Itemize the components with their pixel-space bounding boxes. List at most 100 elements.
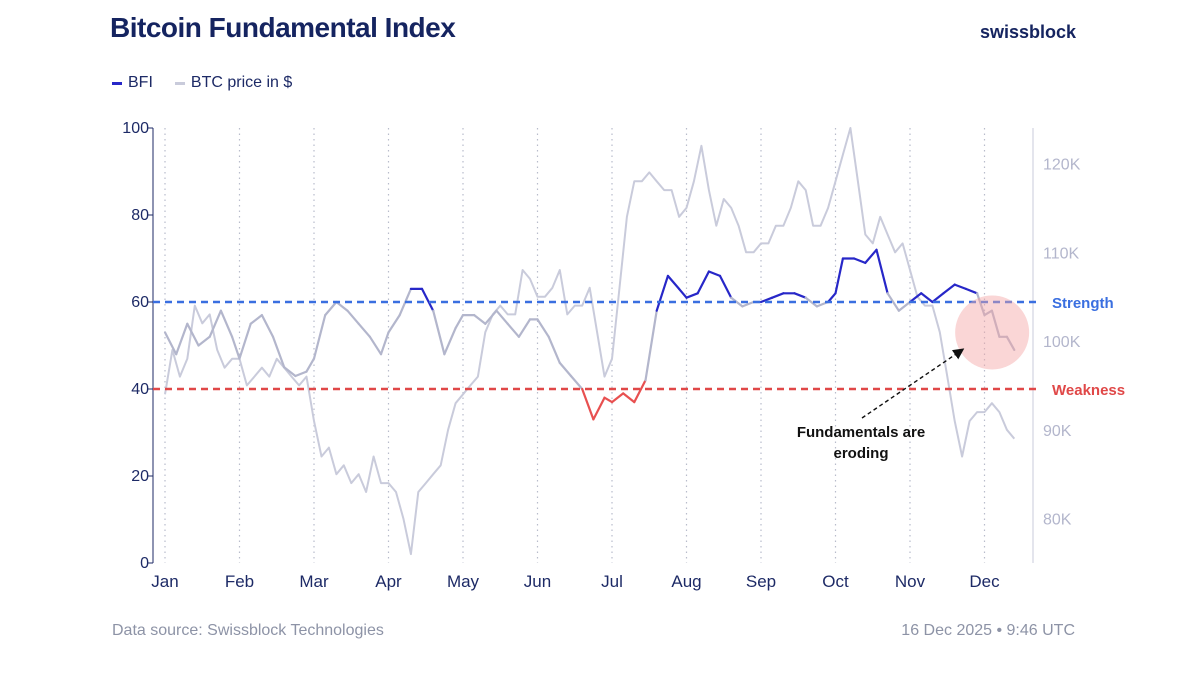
bfi-segment xyxy=(420,287,435,312)
bfi-segment xyxy=(875,248,889,295)
y-tick-right-120k: 120K xyxy=(1043,157,1081,174)
bfi-segment xyxy=(975,292,986,317)
bfi-segment xyxy=(536,318,550,338)
bfi-segment xyxy=(990,309,1001,338)
chart-legend: BFI BTC price in $ xyxy=(112,74,292,92)
bfi-segment xyxy=(547,335,561,364)
series-btc-price xyxy=(164,127,1016,556)
y-tick-left-20: 20 xyxy=(131,468,149,485)
highlight-circle xyxy=(955,295,1030,370)
bfi-segment xyxy=(231,335,241,360)
y-tick-right-90k: 90K xyxy=(1043,423,1072,440)
bfi-segment xyxy=(834,257,845,295)
bfi-segment xyxy=(454,314,465,330)
bfi-segment xyxy=(387,314,401,334)
bfi-segment xyxy=(506,322,521,338)
bfi-segment xyxy=(271,335,286,369)
month-gridlines xyxy=(164,128,986,563)
bfi-segment xyxy=(249,314,263,325)
chart-annotations: Fundamentals are eroding xyxy=(797,295,1030,462)
bfi-segment xyxy=(864,248,878,264)
x-tick-jul: Jul xyxy=(601,572,623,591)
bfi-segment xyxy=(741,300,755,308)
bfi-segment xyxy=(793,292,807,299)
bfi-segment xyxy=(175,322,189,356)
bfi-segment xyxy=(685,292,699,299)
bfi-segment xyxy=(826,292,837,304)
y-tick-right-110k: 110K xyxy=(1043,245,1080,262)
bfi-segment xyxy=(603,396,614,404)
bfi-segment xyxy=(335,300,349,312)
y-tick-left-100: 100 xyxy=(122,120,149,137)
bfi-segment xyxy=(730,296,744,308)
bfi-segment xyxy=(897,300,912,312)
bfi-segment xyxy=(983,309,994,317)
y-tick-left-0: 0 xyxy=(140,555,149,572)
threshold-label-strength: Strength xyxy=(1052,295,1114,312)
x-tick-nov: Nov xyxy=(895,572,926,591)
bfi-segment xyxy=(804,296,819,308)
bfi-segment xyxy=(953,283,968,290)
x-tick-feb: Feb xyxy=(225,572,254,591)
bfi-segment xyxy=(219,309,234,338)
bfi-segment xyxy=(305,357,316,373)
bfi-segment xyxy=(644,309,658,382)
x-tick-jan: Jan xyxy=(151,572,178,591)
x-tick-apr: Apr xyxy=(375,572,402,591)
bfi-segment xyxy=(357,322,371,338)
bfi-segment xyxy=(633,379,647,404)
series-bfi xyxy=(163,248,1016,421)
bfi-segment xyxy=(592,396,606,421)
bfi-segment xyxy=(443,327,457,356)
x-tick-may: May xyxy=(447,572,480,591)
bfi-segment xyxy=(1005,335,1016,351)
y-tick-left-60: 60 xyxy=(131,294,149,311)
y-tick-right-100k: 100K xyxy=(1043,334,1081,351)
y-tick-left-40: 40 xyxy=(131,381,149,398)
legend-label-btc: BTC price in $ xyxy=(190,74,293,91)
bfi-segment xyxy=(558,361,573,378)
bfi-segment xyxy=(908,292,923,304)
x-tick-aug: Aug xyxy=(671,572,701,591)
bfi-segment xyxy=(432,309,446,356)
bfi-segment xyxy=(771,292,785,299)
bfi-segment xyxy=(942,283,956,295)
data-source: Data source: Swissblock Technologies xyxy=(112,622,384,639)
bfi-segment xyxy=(696,270,711,295)
bfi-segment xyxy=(610,392,625,404)
bfi-segment xyxy=(707,270,722,277)
bfi-segment xyxy=(473,314,487,325)
bfi-segment xyxy=(484,309,498,325)
bfi-segment xyxy=(238,322,252,360)
annotation-text-line: eroding xyxy=(834,445,889,462)
bfi-segment xyxy=(324,300,338,317)
x-tick-mar: Mar xyxy=(299,572,329,591)
bfi-segment xyxy=(294,370,308,378)
annotation-text-line: Fundamentals are xyxy=(797,424,925,441)
annotation-arrow xyxy=(861,348,965,419)
bfi-segment xyxy=(197,335,211,347)
brand-logo: swissblock xyxy=(980,22,1077,42)
bfi-segment xyxy=(931,292,945,304)
bfi-segment xyxy=(964,287,979,295)
bfi-segment xyxy=(655,274,670,312)
legend-label-bfi: BFI xyxy=(128,74,153,91)
bfi-segment xyxy=(368,335,383,356)
bfi-segment xyxy=(677,287,688,299)
x-tick-sep: Sep xyxy=(746,572,776,591)
bfi-segment xyxy=(666,274,681,290)
x-tick-jun: Jun xyxy=(524,572,551,591)
bfi-segment xyxy=(886,292,900,312)
bfi-segment xyxy=(346,309,360,325)
x-tick-oct: Oct xyxy=(822,572,849,591)
bfi-segment xyxy=(186,322,200,347)
bfi-segment xyxy=(208,309,222,338)
legend-swatch-btc xyxy=(174,81,185,85)
page-title: Bitcoin Fundamental Index xyxy=(110,12,456,43)
bfi-segment xyxy=(312,314,327,360)
bfi-segment xyxy=(163,331,178,356)
bfi-segment xyxy=(517,318,532,338)
chart-axes: Jan Feb Mar Apr May Jun Jul Aug Sep Oct Nov Dec 0 20 4… xyxy=(122,120,1080,591)
bfi-segment xyxy=(581,387,595,421)
